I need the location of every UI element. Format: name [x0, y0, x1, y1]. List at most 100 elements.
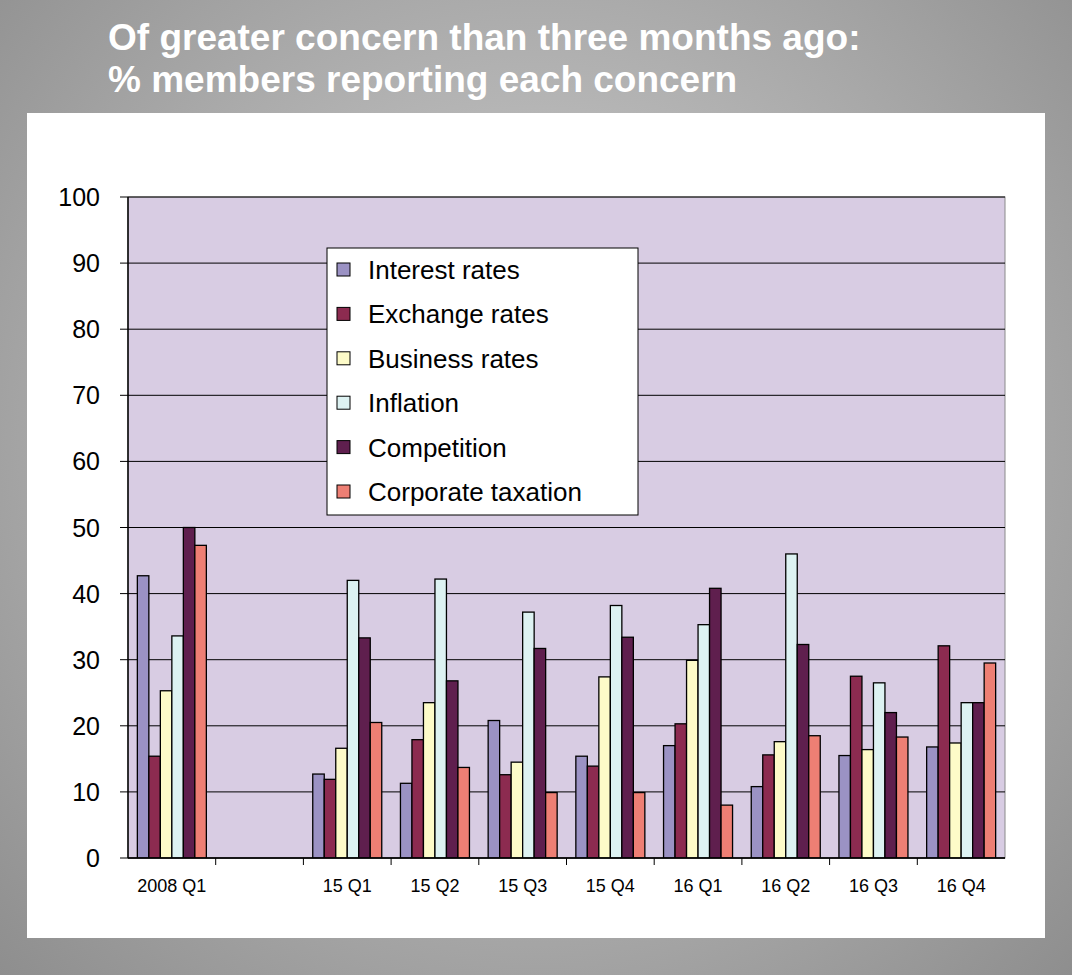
bar	[698, 625, 710, 858]
tick-mark	[120, 725, 128, 726]
category-label: 15 Q3	[498, 876, 547, 896]
bar	[809, 736, 821, 858]
grid-line	[128, 527, 1005, 528]
bar	[435, 579, 447, 858]
tick-mark	[120, 659, 128, 660]
tick-label: 100	[58, 183, 100, 211]
bar	[400, 783, 412, 858]
category-label: 16 Q1	[674, 876, 723, 896]
legend-label: Interest rates	[368, 255, 520, 285]
tick-label: 60	[72, 447, 100, 475]
bar	[370, 722, 382, 858]
category-separator	[829, 858, 830, 865]
tick-mark	[120, 527, 128, 528]
tick-label: 70	[72, 381, 100, 409]
bar	[149, 756, 161, 858]
legend-swatch	[337, 396, 350, 409]
bar	[160, 691, 172, 858]
bar	[885, 713, 897, 858]
bar	[973, 703, 985, 858]
bar	[927, 747, 939, 858]
legend-label: Inflation	[368, 388, 459, 418]
category-separator	[391, 858, 392, 865]
plot-area	[128, 197, 1005, 858]
bar	[359, 638, 371, 858]
tick-label: 10	[72, 778, 100, 806]
bar	[500, 775, 512, 858]
bar	[786, 554, 798, 858]
bar	[633, 793, 645, 858]
bar	[938, 646, 950, 858]
category-label: 16 Q4	[937, 876, 986, 896]
bar	[336, 748, 348, 858]
bar	[546, 793, 558, 858]
bar	[710, 588, 722, 858]
bar	[675, 724, 687, 858]
tick-label: 40	[72, 580, 100, 608]
tick-mark	[120, 791, 128, 792]
tick-mark	[120, 329, 128, 330]
tick-label: 50	[72, 514, 100, 542]
grid-line	[128, 659, 1005, 660]
tick-mark	[120, 263, 128, 264]
category-label: 16 Q2	[761, 876, 810, 896]
bar	[446, 681, 458, 858]
bar	[347, 580, 359, 858]
x-axis	[128, 857, 1005, 859]
bar	[774, 742, 786, 858]
legend-swatch	[337, 352, 350, 365]
legend-swatch	[337, 441, 350, 454]
category-label: 15 Q2	[410, 876, 459, 896]
legend-swatch	[337, 307, 350, 320]
grid-line	[128, 593, 1005, 594]
category-separator	[566, 858, 567, 865]
bar	[950, 743, 962, 858]
legend-swatch	[337, 263, 350, 276]
bar	[412, 740, 424, 858]
bar	[423, 703, 435, 858]
panel	[27, 113, 1045, 938]
bar	[961, 703, 973, 858]
bar	[721, 805, 733, 858]
bar	[313, 774, 325, 858]
bar	[195, 545, 207, 858]
bar	[622, 637, 634, 858]
bar	[137, 576, 149, 858]
category-separator	[741, 858, 742, 865]
legend-label: Business rates	[368, 344, 539, 374]
legend-box	[327, 248, 638, 515]
category-separator	[654, 858, 655, 865]
grid-line	[128, 197, 1005, 198]
y-axis	[127, 197, 129, 858]
tick-mark	[120, 395, 128, 396]
tick-label: 30	[72, 646, 100, 674]
tick-label: 0	[86, 844, 100, 872]
bar	[576, 756, 588, 858]
bar	[850, 676, 862, 858]
bar	[534, 648, 546, 858]
bar	[183, 528, 195, 859]
title: Of greater concern than three months ago…	[108, 17, 860, 58]
category-label: 15 Q4	[586, 876, 635, 896]
bar	[873, 683, 885, 858]
chart: Of greater concern than three months ago…	[0, 0, 1072, 975]
legend-label: Competition	[368, 433, 507, 463]
tick-label: 90	[72, 249, 100, 277]
category-label: 2008 Q1	[137, 876, 206, 896]
tick-mark	[120, 197, 128, 198]
bar	[664, 746, 676, 858]
bar	[862, 750, 874, 858]
legend: Interest rates Exchange rates Business rat…	[327, 248, 638, 515]
bar	[458, 767, 470, 858]
legend-swatch	[337, 485, 350, 498]
grid-line	[128, 858, 1005, 859]
legend-label: Exchange rates	[368, 299, 549, 329]
legend-label: Corporate taxation	[368, 477, 582, 507]
tick-mark	[120, 593, 128, 594]
bar	[172, 636, 184, 858]
category-separator	[478, 858, 479, 865]
bar	[839, 756, 851, 858]
bar	[488, 721, 500, 858]
category-label: 15 Q1	[323, 876, 372, 896]
bar	[511, 762, 523, 858]
